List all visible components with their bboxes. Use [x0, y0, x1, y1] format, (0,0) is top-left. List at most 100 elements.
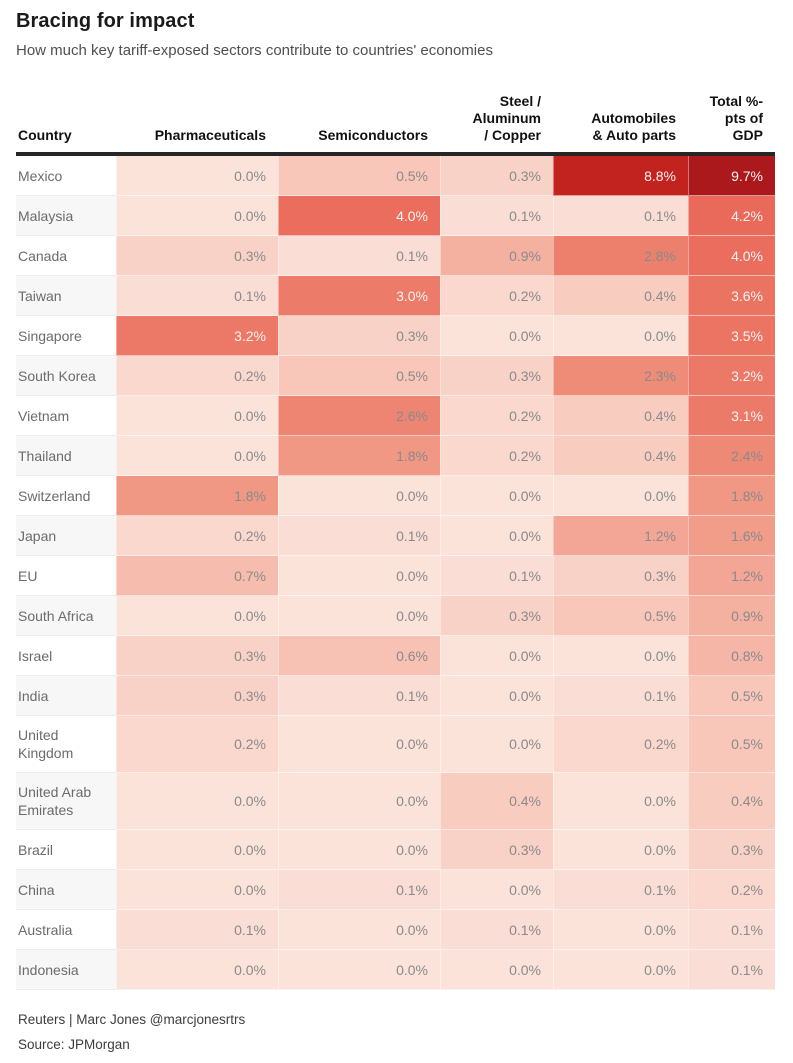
heatmap-cell: 1.2%	[553, 516, 688, 556]
heatmap-cell: 0.2%	[440, 436, 553, 476]
heatmap-cell: 0.0%	[553, 636, 688, 676]
table-row: Brazil 0.0% 0.0% 0.3% 0.0% 0.3%	[16, 830, 775, 870]
heatmap-cell: 0.0%	[553, 476, 688, 516]
heatmap-cell: 0.4%	[440, 773, 553, 830]
heatmap-cell: 0.0%	[553, 910, 688, 950]
heatmap-cell: 0.0%	[116, 196, 278, 236]
table-row: China 0.0% 0.1% 0.0% 0.1% 0.2%	[16, 870, 775, 910]
heatmap-cell: 3.2%	[116, 316, 278, 356]
country-label: Australia	[16, 910, 116, 950]
heatmap-cell: 3.2%	[688, 356, 775, 396]
heatmap-cell: 0.5%	[688, 716, 775, 773]
column-header: Total %- pts of GDP	[709, 93, 763, 143]
heatmap-cell: 3.5%	[688, 316, 775, 356]
heatmap-cell: 0.0%	[116, 436, 278, 476]
heatmap-cell: 0.0%	[116, 156, 278, 196]
heatmap-cell: 4.0%	[278, 196, 440, 236]
heatmap-cell: 0.0%	[553, 830, 688, 870]
heatmap-cell: 0.7%	[116, 556, 278, 596]
heatmap-cell: 0.0%	[440, 950, 553, 990]
heatmap-cell: 0.0%	[440, 676, 553, 716]
heatmap-cell: 1.8%	[278, 436, 440, 476]
heatmap-cell: 0.1%	[278, 516, 440, 556]
country-label: India	[16, 676, 116, 716]
heatmap-cell: 0.3%	[440, 830, 553, 870]
heatmap-cell: 0.1%	[688, 950, 775, 990]
source-line: Source: JPMorgan	[18, 1037, 130, 1052]
heatmap-cell: 0.0%	[116, 596, 278, 636]
heatmap-cell: 0.5%	[688, 676, 775, 716]
heatmap-cell: 4.0%	[688, 236, 775, 276]
heatmap-cell: 0.9%	[440, 236, 553, 276]
heatmap-cell: 0.4%	[553, 396, 688, 436]
heatmap-cell: 0.0%	[278, 556, 440, 596]
heatmap-cell: 1.2%	[688, 556, 775, 596]
heatmap-cell: 0.4%	[553, 436, 688, 476]
heatmap-cell: 0.2%	[440, 276, 553, 316]
heatmap-cell: 0.3%	[116, 676, 278, 716]
heatmap-table: Country Pharmaceuticals Semiconductors Stee…	[16, 93, 775, 990]
heatmap-cell: 0.1%	[440, 196, 553, 236]
heatmap-cell: 0.5%	[278, 356, 440, 396]
column-header: Country	[18, 127, 72, 143]
heatmap-cell: 0.1%	[553, 676, 688, 716]
country-label: South Africa	[16, 596, 116, 636]
table-row: United Kingdom 0.2% 0.0% 0.0% 0.2% 0.5%	[16, 716, 775, 773]
heatmap-cell: 2.8%	[553, 236, 688, 276]
heatmap-cell: 0.2%	[440, 396, 553, 436]
heatmap-cell: 0.0%	[440, 870, 553, 910]
country-label: Brazil	[16, 830, 116, 870]
heatmap-cell: 0.4%	[688, 773, 775, 830]
table-row: India 0.3% 0.1% 0.0% 0.1% 0.5%	[16, 676, 775, 716]
heatmap-cell: 0.0%	[116, 870, 278, 910]
table-row: Australia 0.1% 0.0% 0.1% 0.0% 0.1%	[16, 910, 775, 950]
table-row: Israel 0.3% 0.6% 0.0% 0.0% 0.8%	[16, 636, 775, 676]
column-header: Steel / Aluminum / Copper	[472, 93, 541, 143]
country-label: Malaysia	[16, 196, 116, 236]
heatmap-cell: 0.0%	[116, 950, 278, 990]
heatmap-cell: 0.0%	[553, 773, 688, 830]
table-row: South Africa 0.0% 0.0% 0.3% 0.5% 0.9%	[16, 596, 775, 636]
country-label: United Kingdom	[16, 716, 116, 773]
heatmap-cell: 0.3%	[688, 830, 775, 870]
country-label: Taiwan	[16, 276, 116, 316]
heatmap-cell: 0.0%	[116, 773, 278, 830]
country-label: Switzerland	[16, 476, 116, 516]
chart-footer: Reuters | Marc Jones @marcjonesrtrs Sour…	[16, 1012, 775, 1052]
heatmap-cell: 0.0%	[440, 316, 553, 356]
heatmap-cell: 0.3%	[116, 636, 278, 676]
country-label: Canada	[16, 236, 116, 276]
heatmap-cell: 2.4%	[688, 436, 775, 476]
heatmap-cell: 0.4%	[553, 276, 688, 316]
table-row: Taiwan 0.1% 3.0% 0.2% 0.4% 3.6%	[16, 276, 775, 316]
heatmap-cell: 0.1%	[553, 870, 688, 910]
heatmap-cell: 3.6%	[688, 276, 775, 316]
table-row: South Korea 0.2% 0.5% 0.3% 2.3% 3.2%	[16, 356, 775, 396]
heatmap-cell: 0.8%	[688, 636, 775, 676]
heatmap-cell: 0.0%	[278, 910, 440, 950]
heatmap-cell: 0.3%	[440, 156, 553, 196]
column-header: Automobiles & Auto parts	[591, 110, 676, 143]
heatmap-body: Mexico 0.0% 0.5% 0.3% 8.8% 9.7% Malaysia 0.0% 4.…	[16, 156, 775, 990]
heatmap-cell: 0.0%	[116, 830, 278, 870]
heatmap-cell: 0.2%	[688, 870, 775, 910]
heatmap-cell: 0.1%	[553, 196, 688, 236]
table-row: EU 0.7% 0.0% 0.1% 0.3% 1.2%	[16, 556, 775, 596]
credit-line: Reuters | Marc Jones @marcjonesrtrs	[18, 1012, 246, 1027]
heatmap-cell: 3.1%	[688, 396, 775, 436]
table-row: Canada 0.3% 0.1% 0.9% 2.8% 4.0%	[16, 236, 775, 276]
heatmap-cell: 0.2%	[116, 516, 278, 556]
heatmap-cell: 0.0%	[440, 516, 553, 556]
heatmap-cell: 0.2%	[553, 716, 688, 773]
heatmap-cell: 0.3%	[440, 356, 553, 396]
heatmap-cell: 2.6%	[278, 396, 440, 436]
heatmap-cell: 0.5%	[278, 156, 440, 196]
heatmap-cell: 1.6%	[688, 516, 775, 556]
table-row: Japan 0.2% 0.1% 0.0% 1.2% 1.6%	[16, 516, 775, 556]
chart-subtitle: How much key tariff-exposed sectors cont…	[16, 42, 493, 59]
heatmap-cell: 0.1%	[116, 276, 278, 316]
table-row: Vietnam 0.0% 2.6% 0.2% 0.4% 3.1%	[16, 396, 775, 436]
heatmap-cell: 0.0%	[278, 596, 440, 636]
country-label: United Arab Emirates	[16, 773, 116, 830]
heatmap-cell: 0.1%	[278, 236, 440, 276]
